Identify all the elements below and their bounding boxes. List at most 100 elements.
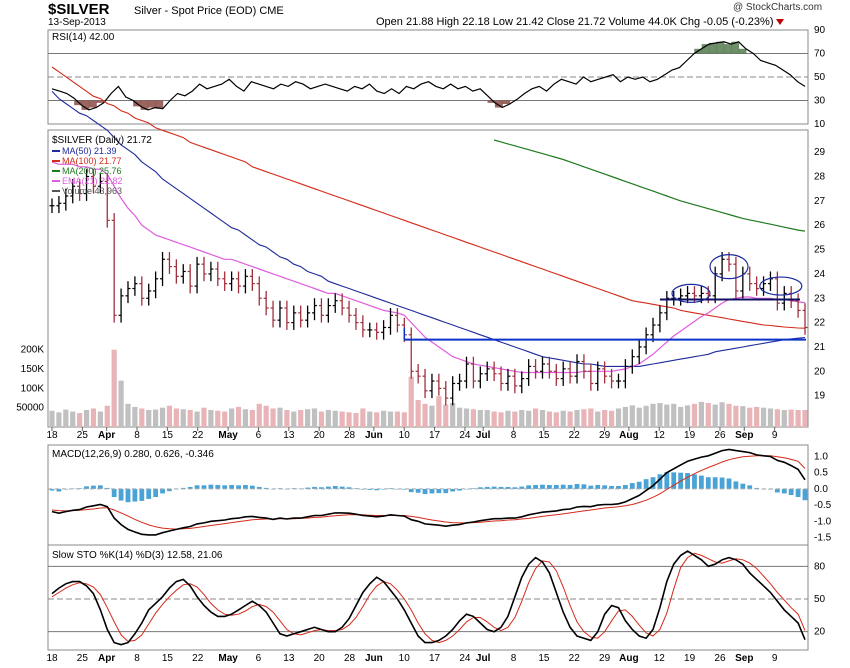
volume-bar	[754, 406, 760, 427]
rsi-tick-label: 30	[814, 96, 826, 107]
macd-tick-label: 1.0	[814, 451, 828, 462]
x-tick-label-bottom: May	[218, 653, 238, 664]
macd-hist-bar	[698, 475, 704, 489]
x-tick-label: 15	[538, 430, 550, 441]
macd-hist-bar	[629, 483, 635, 489]
macd-hist-bar	[215, 485, 221, 489]
volume-bar	[595, 411, 601, 427]
volume-bar	[664, 404, 670, 427]
legend-entry: MA(200) 25.76	[62, 166, 122, 176]
macd-line	[51, 448, 806, 536]
pattern-circle	[709, 254, 749, 280]
x-tick-label-bottom: 10	[399, 653, 411, 664]
volume-tick-label: 50000	[16, 403, 44, 414]
volume-bar	[684, 405, 691, 427]
rsi-zone-fill	[701, 44, 710, 54]
x-tick-label: Jun	[365, 430, 383, 441]
macd-hist-bar	[519, 486, 525, 489]
macd-hist-bar	[747, 485, 753, 489]
volume-bar	[588, 408, 594, 427]
volume-bar	[740, 406, 746, 427]
macd-hist-bar	[97, 485, 103, 489]
volume-bar	[781, 410, 787, 427]
rsi-zone-fill	[494, 100, 503, 108]
volume-bar	[311, 408, 318, 427]
macd-hist-bar	[111, 488, 117, 497]
macd-hist-bar	[664, 472, 670, 489]
x-tick-label-bottom: 22	[192, 653, 204, 664]
volume-bar	[332, 410, 338, 427]
macd-hist-bar	[443, 488, 449, 494]
volume-bar	[180, 409, 186, 427]
volume-bar	[104, 405, 110, 427]
volume-bar	[415, 399, 421, 427]
macd-hist-bar	[650, 477, 656, 489]
volume-bar	[539, 410, 546, 427]
macd-hist-bar	[84, 486, 89, 489]
volume-bar	[422, 403, 428, 427]
rsi-zone-fill	[723, 44, 732, 54]
macd-hist-bar	[526, 485, 532, 489]
rsi-zone-fill	[155, 100, 164, 109]
macd-hist-bar	[319, 487, 324, 489]
x-tick-label-bottom: 12	[654, 653, 666, 664]
volume-bar	[346, 412, 352, 427]
volume-bar	[394, 411, 401, 427]
rsi-zone-fill	[709, 42, 717, 54]
volume-bar	[235, 406, 242, 427]
macd-hist-bar	[49, 488, 55, 491]
volume-bar	[159, 407, 166, 427]
macd-hist-bar	[595, 485, 601, 489]
x-tick-label: 10	[399, 430, 411, 441]
sto-tick-label: 80	[814, 561, 826, 572]
volume-bar	[270, 408, 276, 427]
volume-bar	[671, 403, 677, 427]
macd-hist-bar	[802, 488, 808, 501]
macd-hist-bar	[56, 488, 62, 492]
volume-bar	[484, 410, 490, 427]
macd-hist-bar	[256, 486, 262, 489]
macd-hist-bar	[505, 486, 511, 489]
x-tick-label-bottom: 29	[599, 653, 611, 664]
price-tick-label: 26	[814, 220, 826, 231]
rsi-zone-fill	[716, 41, 725, 54]
x-tick-label-bottom: 8	[134, 653, 140, 664]
macd-hist-bar	[774, 488, 780, 493]
legend-entry: Volume 43,963	[62, 186, 122, 196]
x-tick-label-bottom: 26	[714, 653, 726, 664]
x-tick-label-bottom: Jun	[365, 653, 383, 664]
macd-hist-bar	[491, 486, 497, 489]
macd-title: MACD(12,26,9) 0.280, 0.626, -0.346	[52, 449, 214, 460]
macd-hist-bar	[160, 488, 165, 494]
x-tick-label: 9	[772, 430, 778, 441]
x-tick-label: Aug	[619, 430, 638, 441]
x-tick-label-bottom: 9	[772, 653, 778, 664]
x-tick-label: May	[218, 430, 238, 441]
volume-bar	[802, 410, 808, 427]
sto-d-line	[51, 552, 806, 644]
x-tick-label: Apr	[98, 430, 115, 441]
x-tick-label: 6	[256, 430, 262, 441]
macd-hist-bar	[671, 472, 677, 489]
macd-hist-bar	[208, 484, 214, 489]
ma100-line	[51, 66, 806, 329]
volume-bar	[526, 410, 532, 427]
x-tick-label: 15	[162, 430, 174, 441]
x-tick-label: 18	[46, 430, 58, 441]
macd-hist-bar	[194, 485, 200, 489]
volume-bar	[277, 407, 283, 427]
macd-hist-bar	[395, 488, 400, 490]
sto-panel	[47, 544, 809, 651]
volume-bar	[56, 412, 62, 427]
macd-hist-bar	[436, 488, 442, 494]
volume-bar	[636, 407, 642, 427]
macd-hist-bar	[243, 485, 248, 489]
macd-hist-bar	[374, 488, 380, 491]
rsi-zone-fill	[74, 100, 83, 106]
chart-date: 13-Sep-2013	[48, 17, 106, 28]
macd-hist-bar	[367, 488, 373, 490]
x-tick-label: Sep	[735, 430, 753, 441]
volume-bar	[63, 409, 69, 427]
price-tick-label: 22	[814, 318, 826, 329]
